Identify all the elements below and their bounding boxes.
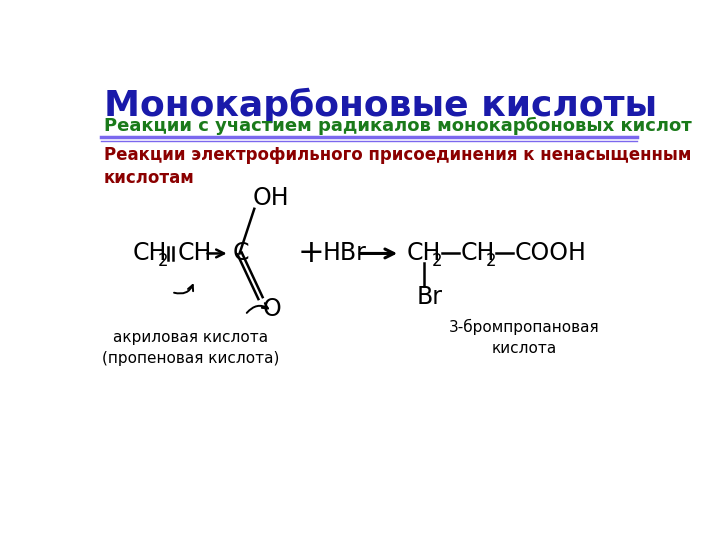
Text: CH: CH [132,241,167,266]
Text: COOH: COOH [515,241,587,266]
Text: C: C [233,241,249,266]
Text: Монокарбоновые кислоты: Монокарбоновые кислоты [104,88,657,123]
Text: OH: OH [253,186,289,210]
Text: CH: CH [461,241,495,266]
Text: 2: 2 [486,252,497,270]
Text: CH: CH [406,241,441,266]
Text: O: O [263,297,282,321]
Text: 2: 2 [158,252,168,270]
Text: акриловая кислота
(пропеновая кислота): акриловая кислота (пропеновая кислота) [102,330,279,367]
Text: 3-бромпропановая
кислота: 3-бромпропановая кислота [449,319,599,356]
Text: 2: 2 [432,252,442,270]
Text: CH: CH [178,241,212,266]
Text: Реакции электрофильного присоединения к ненасыщенным
кислотам: Реакции электрофильного присоединения к … [104,146,691,187]
Text: Br: Br [416,285,442,308]
Text: HBr: HBr [323,241,366,266]
Text: Реакции с участием радикалов монокарбоновых кислот: Реакции с участием радикалов монокарбоно… [104,117,692,136]
Text: +: + [297,238,325,269]
